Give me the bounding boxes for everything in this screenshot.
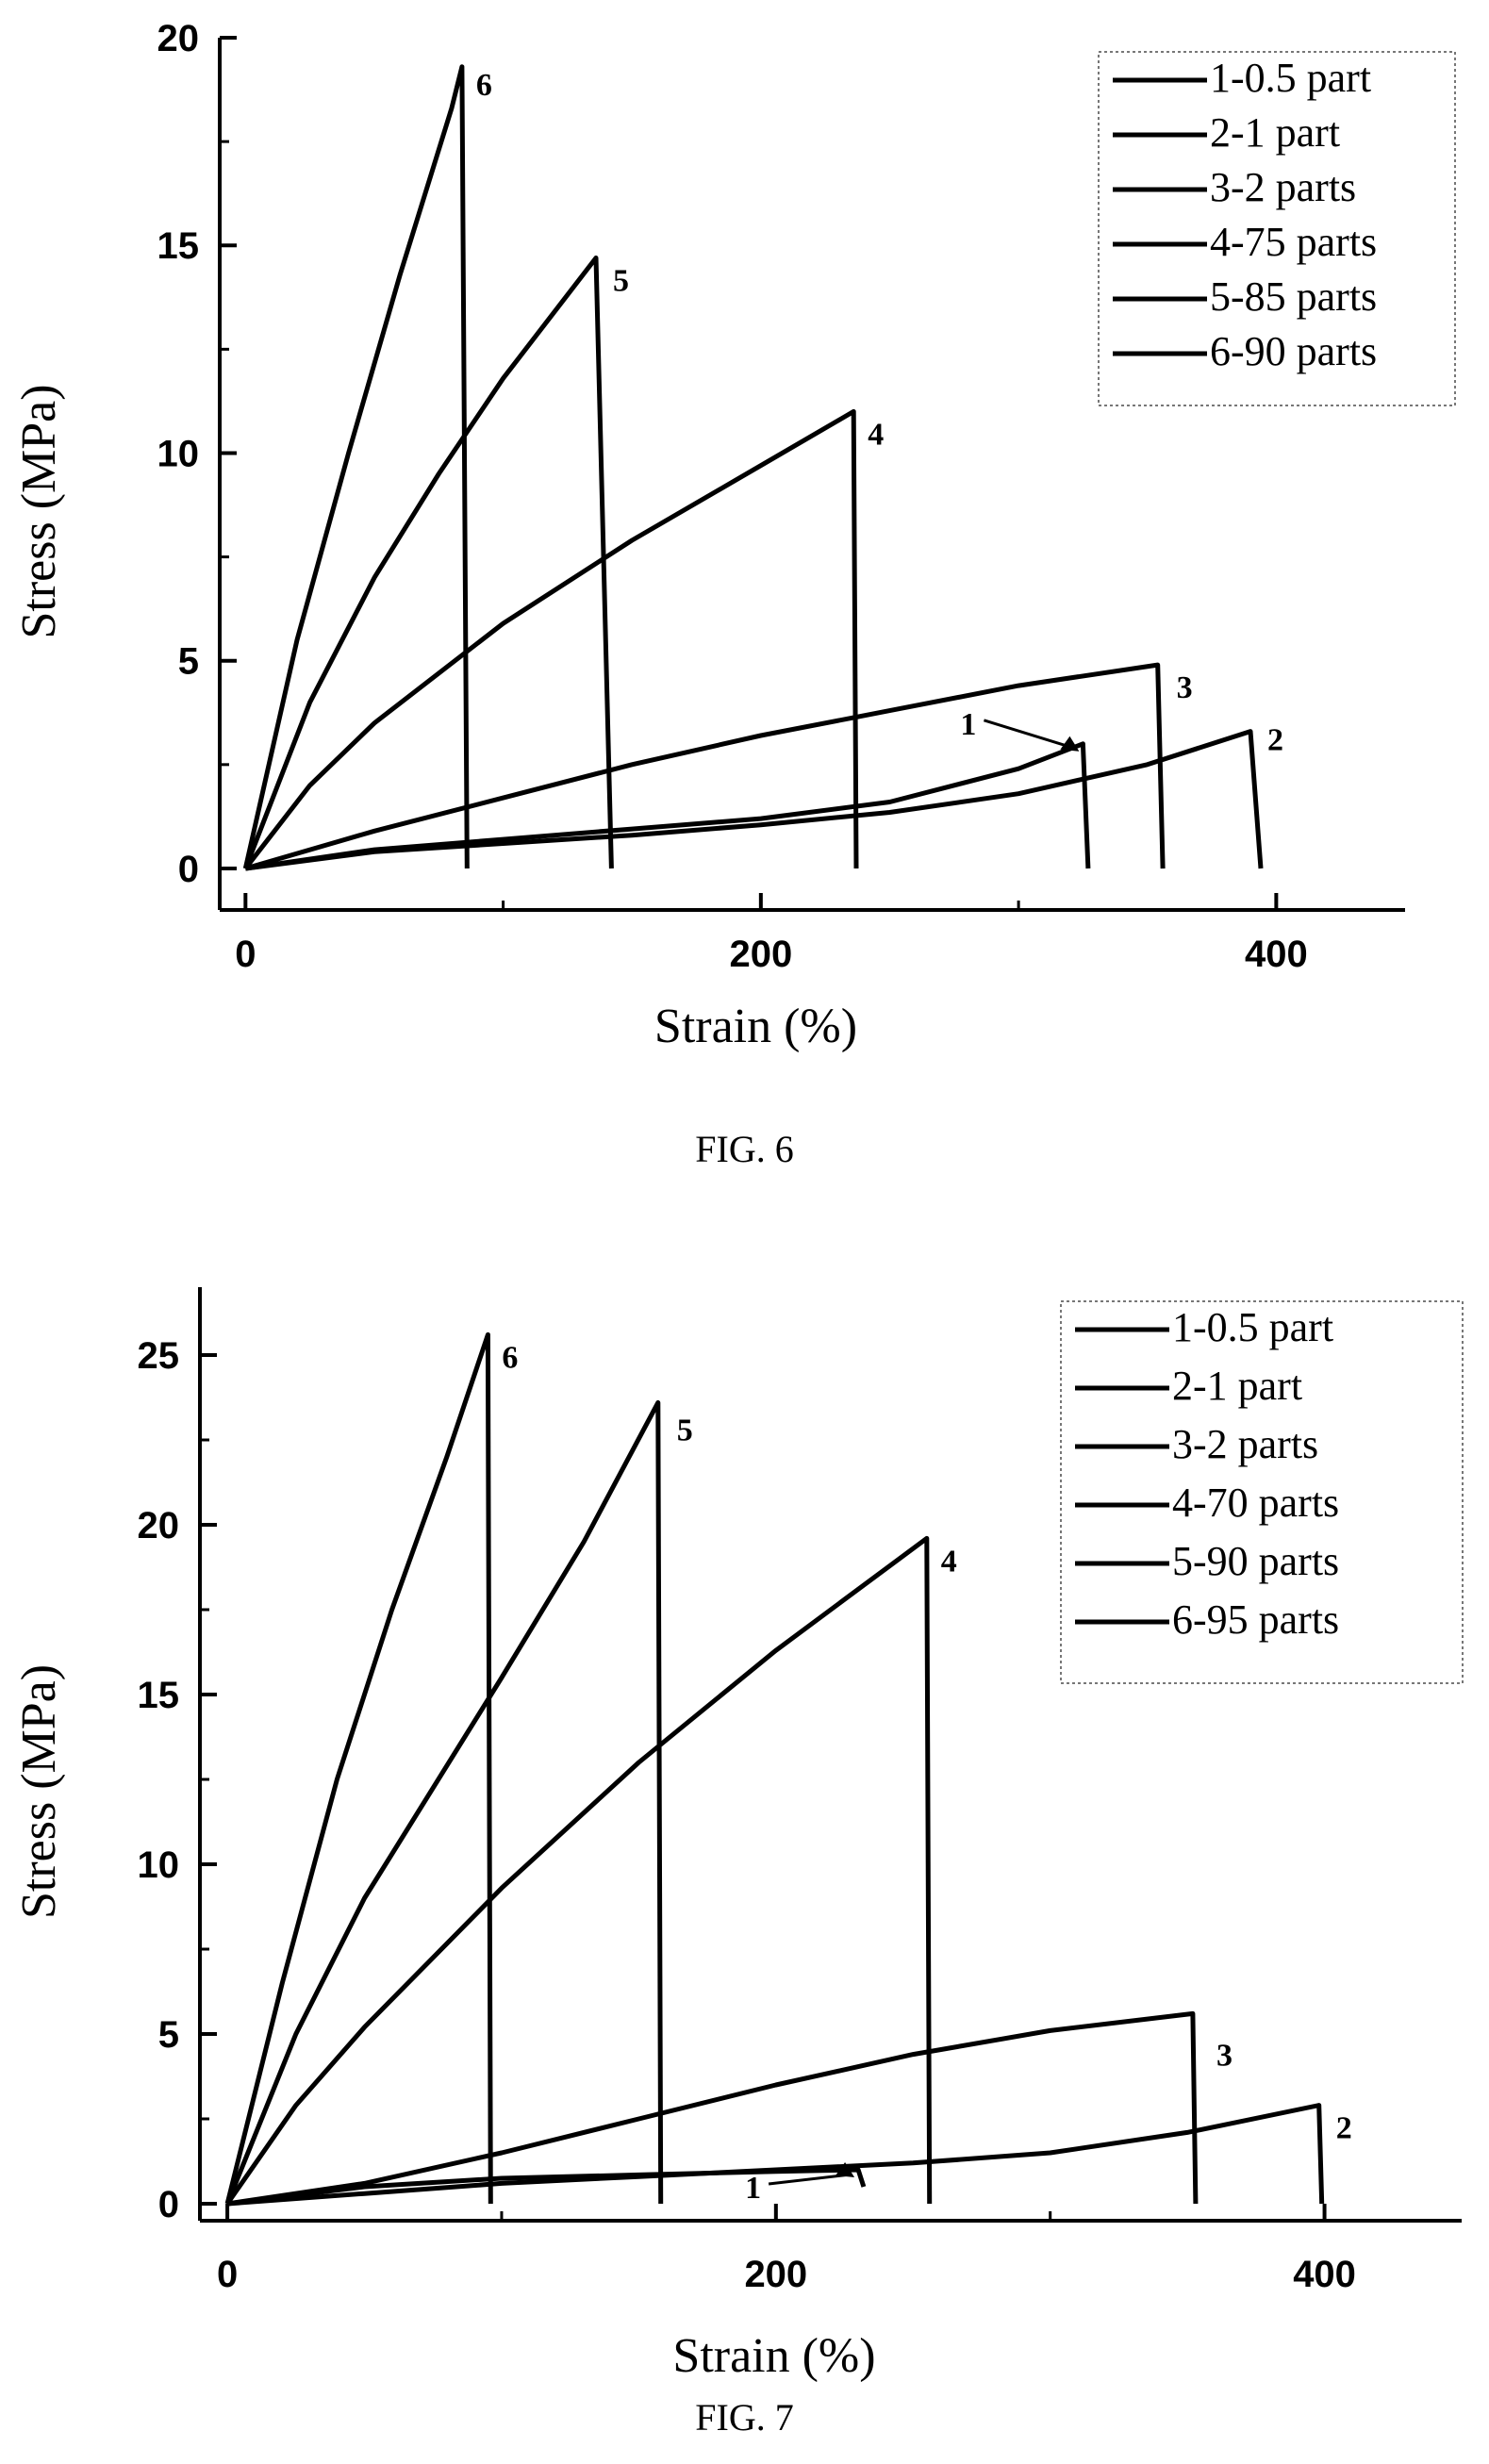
fig7-y-tick-label: 5	[158, 2014, 179, 2056]
fig7-curve-label: 4	[941, 1544, 957, 1579]
fig6-label-1-arrow	[983, 719, 1076, 751]
fig7-y-axis-title: Stress (MPa)	[12, 1664, 66, 1919]
fig6-curve-label: 1	[960, 707, 976, 742]
fig7-label-1-arrow	[768, 2173, 852, 2186]
fig6-caption: FIG. 6	[695, 1128, 794, 1170]
fig7-x-axis-title: Strain (%)	[672, 2329, 875, 2383]
fig7-y-tick-label: 20	[138, 1505, 180, 1546]
fig6-label-1-arrowhead	[1060, 736, 1080, 752]
fig6-series-line	[244, 662, 1166, 871]
fig7-legend-label: 3-2 parts	[1172, 1421, 1318, 1467]
fig6-series-line	[242, 64, 470, 869]
fig7-caption: FIG. 7	[695, 2396, 794, 2439]
fig7-label-1-arrowhead	[835, 2162, 855, 2177]
fig6-y-tick-label: 10	[157, 433, 200, 474]
fig7-y-tick-label: 0	[158, 2184, 179, 2225]
fig7-legend-label: 1-0.5 part	[1172, 1304, 1333, 1350]
fig6-curve-label: 4	[868, 417, 884, 452]
fig7-curve-label: 2	[1336, 2111, 1352, 2146]
fig7-series-line	[224, 1331, 493, 2205]
fig7-series-line	[225, 1535, 933, 2206]
fig6-legend-label: 6-90 parts	[1210, 328, 1377, 374]
fig6-x-axis-title: Strain (%)	[654, 1000, 857, 1053]
fig6-x-tick-label: 0	[235, 934, 256, 975]
fig6-curve-label: 2	[1267, 723, 1283, 758]
fig7-x-tick-label: 200	[744, 2254, 807, 2295]
fig6-series-line	[242, 256, 614, 869]
fig7-curve-label: 1	[745, 2171, 761, 2206]
fig6-legend-label: 3-2 parts	[1210, 164, 1356, 210]
fig6-y-tick-label: 15	[157, 225, 200, 267]
fig6-legend-label: 1-0.5 part	[1210, 55, 1371, 101]
fig7-y-tick-label: 10	[138, 1844, 180, 1886]
fig7-series-line	[224, 1399, 664, 2205]
fig6-curve-label: 3	[1177, 670, 1193, 705]
fig6-curve-label: 5	[613, 263, 629, 298]
fig6-y-tick-label: 5	[178, 641, 199, 683]
fig6-y-tick-label: 20	[157, 18, 200, 59]
fig6-series-line	[243, 408, 859, 870]
fig7-legend-label: 5-90 parts	[1172, 1538, 1339, 1584]
fig6-x-tick-label: 400	[1245, 934, 1308, 975]
fig6-series-line	[244, 729, 1264, 871]
fig6-y-axis-title: Stress (MPa)	[12, 384, 66, 638]
fig6-legend-label: 5-85 parts	[1210, 273, 1377, 320]
fig7-legend-label: 2-1 part	[1172, 1363, 1302, 1409]
fig7-curve-label: 6	[502, 1340, 518, 1375]
fig6-legend-label: 2-1 part	[1210, 109, 1340, 156]
fig6-x-tick-label: 200	[729, 934, 792, 975]
fig7-curve-label: 5	[677, 1413, 693, 1447]
fig6-y-tick-label: 0	[178, 849, 199, 890]
fig7-x-tick-label: 0	[217, 2254, 238, 2295]
fig7-legend-label: 6-95 parts	[1172, 1596, 1339, 1643]
fig6-curve-label: 6	[476, 68, 492, 103]
fig7-series-line	[226, 2103, 1325, 2207]
fig6-series-line	[244, 741, 1091, 871]
fig7-x-tick-label: 400	[1293, 2254, 1356, 2295]
fig6-legend-box	[1098, 51, 1456, 406]
fig7-legend-label: 4-70 parts	[1172, 1480, 1339, 1526]
fig7-curve-label: 3	[1216, 2038, 1233, 2073]
fig7-y-tick-label: 15	[138, 1675, 180, 1716]
fig7-series-line	[226, 2010, 1199, 2207]
fig6-legend-label: 4-75 parts	[1210, 219, 1377, 265]
fig7-y-tick-label: 25	[138, 1335, 180, 1377]
